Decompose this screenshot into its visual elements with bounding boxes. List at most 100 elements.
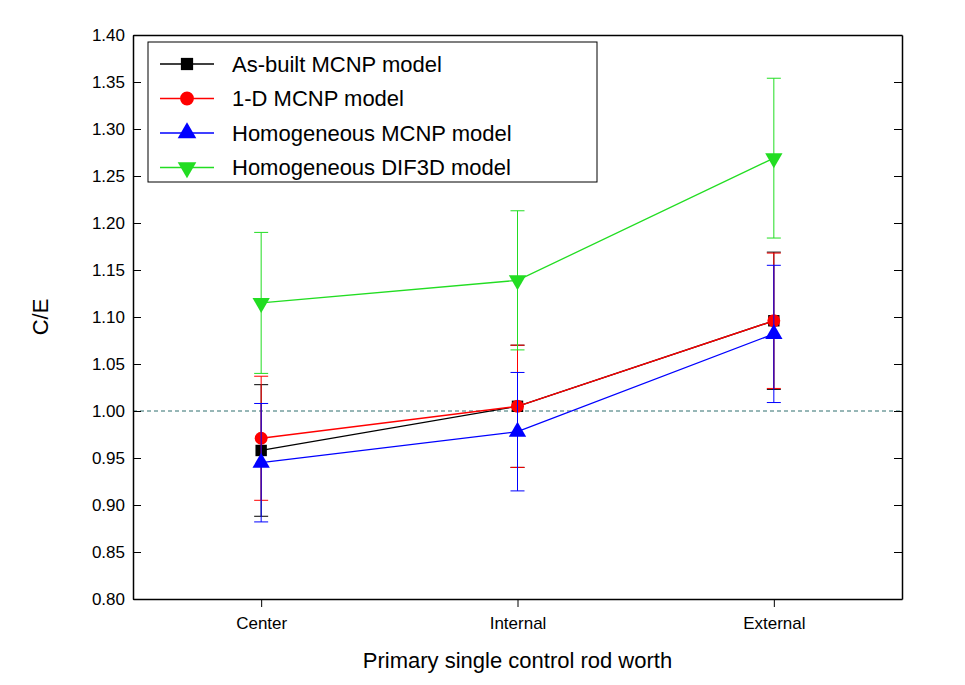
- y-tick-mark: [894, 552, 902, 553]
- error-bar-cap: [511, 349, 525, 350]
- legend-label: As-built MCNP model: [232, 52, 442, 77]
- legend-label: 1-D MCNP model: [232, 86, 404, 111]
- x-tick: Center: [236, 599, 287, 633]
- error-bar-cap: [767, 402, 781, 403]
- axis-line: [134, 35, 903, 37]
- chart: 0.80 0.85 0.90 0.95 1.00 1.05 1.10 1.15 1.20 1.25…: [0, 0, 965, 685]
- y-tick-right: [894, 505, 902, 506]
- y-tick-label: 1.25: [92, 167, 125, 186]
- y-tick-mark: [133, 270, 141, 271]
- legend-symbol: [180, 92, 194, 106]
- x-tick-label: Internal: [490, 614, 547, 633]
- y-tick-mark: [894, 505, 902, 506]
- error-bar-cap: [511, 372, 525, 373]
- y-tick-mark: [894, 129, 902, 130]
- point: [765, 153, 782, 168]
- y-tick: 1.25: [92, 167, 141, 186]
- y-tick: 1.05: [92, 355, 141, 374]
- y-tick-mark: [133, 364, 141, 365]
- y-tick-label: 1.35: [92, 73, 125, 92]
- y-tick-mark: [133, 176, 141, 177]
- y-tick-label: 0.95: [92, 449, 125, 468]
- y-tick-mark: [133, 411, 141, 412]
- y-tick-right: [894, 411, 902, 412]
- y-tick-label: 1.20: [92, 214, 125, 233]
- y-tick-mark: [894, 176, 902, 177]
- error-bar-cap: [767, 252, 781, 253]
- y-tick-label: 1.05: [92, 355, 125, 374]
- x-tick-label: External: [743, 614, 805, 633]
- x-tick-mark: [518, 599, 519, 607]
- y-tick-right: [894, 129, 902, 130]
- point: [509, 422, 526, 437]
- y-tick-label: 1.40: [92, 26, 125, 45]
- x-axis: Center Internal External: [134, 599, 903, 633]
- y-tick-label: 0.85: [92, 543, 125, 562]
- y-tick: 1.00: [92, 402, 141, 421]
- y-tick-label: 0.90: [92, 496, 125, 515]
- legend-symbol: [181, 58, 193, 70]
- x-axis-top: [134, 35, 903, 36]
- point: [765, 324, 782, 339]
- y-tick-label: 1.10: [92, 308, 125, 327]
- y-tick-right: [894, 458, 902, 459]
- y-tick-mark: [133, 458, 141, 459]
- error-bar-cap: [254, 403, 268, 404]
- error-bar-cap: [254, 376, 268, 377]
- point: [253, 298, 270, 313]
- x-tick-label: Center: [236, 614, 287, 633]
- y-tick-mark: [133, 317, 141, 318]
- legend-symbol: [178, 162, 197, 178]
- y-axis-title: C/E: [28, 299, 53, 336]
- y-tick-mark: [133, 82, 141, 83]
- x-axis-title: Primary single control rod worth: [363, 648, 672, 673]
- series: [254, 253, 781, 500]
- y-tick-right: [894, 552, 902, 553]
- x-tick: External: [743, 599, 805, 633]
- y-tick-right: [894, 364, 902, 365]
- x-tick: Internal: [490, 599, 547, 633]
- y-tick-right: [894, 82, 902, 83]
- y-tick: 1.35: [92, 73, 141, 92]
- y-tick-right: [894, 176, 902, 177]
- y-tick-label: 1.15: [92, 261, 125, 280]
- y-tick: 1.20: [92, 214, 141, 233]
- error-bar-cap: [254, 373, 268, 374]
- error-bar-cap: [767, 253, 781, 254]
- y-tick-mark: [894, 317, 902, 318]
- y-axis-right: [894, 36, 903, 600]
- error-bar-cap: [511, 210, 525, 211]
- y-tick: 0.85: [92, 543, 141, 562]
- error-bar-cap: [254, 232, 268, 233]
- legend-box: [148, 42, 597, 182]
- y-tick-label: 1.30: [92, 120, 125, 139]
- y-tick-mark: [894, 223, 902, 224]
- legend-symbol: [178, 122, 197, 138]
- y-tick: 1.15: [92, 261, 141, 280]
- legend-label: Homogeneous DIF3D model: [232, 155, 511, 180]
- y-tick: 1.30: [92, 120, 141, 139]
- point: [253, 453, 270, 468]
- y-tick-right: [894, 223, 902, 224]
- error-bar-cap: [767, 238, 781, 239]
- y-tick-mark: [894, 411, 902, 412]
- y-tick-mark: [133, 129, 141, 130]
- error-bar-cap: [767, 265, 781, 266]
- y-tick-label: 0.80: [92, 590, 125, 609]
- y-tick-mark: [133, 223, 141, 224]
- y-tick-right: [894, 317, 902, 318]
- point: [509, 275, 526, 290]
- y-tick-mark: [133, 505, 141, 506]
- y-tick-mark: [894, 82, 902, 83]
- error-bar-cap: [767, 78, 781, 79]
- y-tick-label: 1.00: [92, 402, 125, 421]
- y-tick-mark: [133, 552, 141, 553]
- y-tick-mark: [894, 270, 902, 271]
- y-tick: 1.10: [92, 308, 141, 327]
- y-tick-right: [894, 270, 902, 271]
- error-bar-cap: [511, 490, 525, 491]
- x-tick-mark: [261, 599, 262, 607]
- legend: As-built MCNP model 1-D MCNP model Homogen…: [148, 42, 597, 182]
- y-tick: 0.95: [92, 449, 141, 468]
- y-axis: 0.80 0.85 0.90 0.95 1.00 1.05 1.10 1.15 1.20 1.25…: [92, 26, 141, 609]
